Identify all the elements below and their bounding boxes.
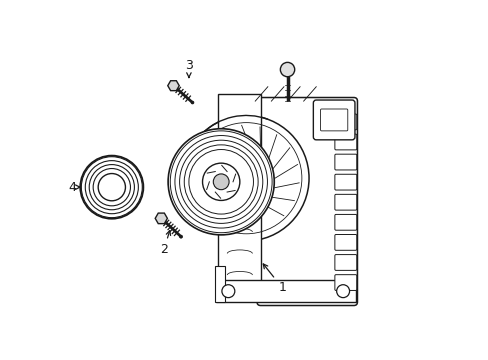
FancyBboxPatch shape (313, 100, 354, 140)
Text: 2: 2 (160, 231, 170, 256)
Circle shape (98, 174, 125, 201)
Circle shape (183, 116, 308, 241)
Text: 3: 3 (184, 59, 192, 78)
FancyBboxPatch shape (334, 114, 356, 130)
Text: 4: 4 (68, 181, 80, 194)
FancyBboxPatch shape (334, 215, 356, 230)
Polygon shape (155, 213, 167, 224)
FancyBboxPatch shape (334, 174, 356, 190)
FancyBboxPatch shape (257, 98, 357, 306)
Circle shape (213, 174, 228, 190)
FancyBboxPatch shape (334, 154, 356, 170)
Polygon shape (167, 81, 179, 91)
Circle shape (336, 285, 349, 298)
Circle shape (280, 62, 294, 77)
Circle shape (222, 285, 234, 298)
Polygon shape (217, 94, 260, 297)
FancyBboxPatch shape (334, 194, 356, 210)
Circle shape (168, 129, 274, 235)
Circle shape (202, 163, 239, 201)
Text: 1: 1 (263, 264, 285, 294)
Circle shape (80, 156, 143, 219)
Circle shape (179, 235, 182, 238)
FancyBboxPatch shape (334, 234, 356, 250)
Circle shape (236, 168, 256, 188)
FancyBboxPatch shape (334, 134, 356, 150)
Polygon shape (215, 266, 224, 302)
Circle shape (191, 101, 194, 104)
FancyBboxPatch shape (334, 275, 356, 291)
Polygon shape (215, 280, 355, 302)
FancyBboxPatch shape (334, 255, 356, 270)
